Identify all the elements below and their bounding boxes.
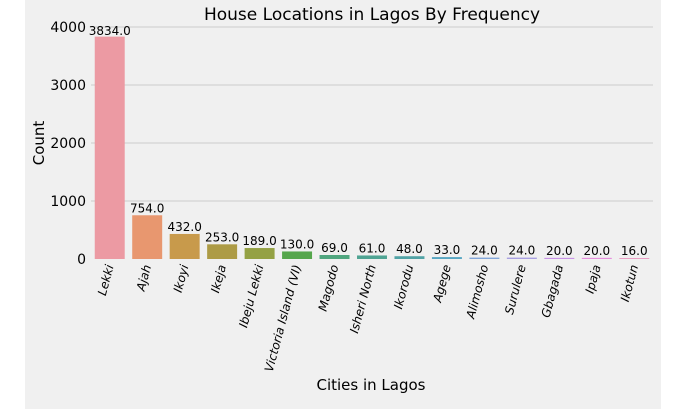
bar-agege [431, 257, 462, 259]
x-tick-label: Gbagada [539, 263, 567, 319]
x-tick-label: Ibeju Lekki [236, 263, 266, 330]
bars [94, 36, 650, 260]
bar-data-label: 24.0 [471, 244, 498, 258]
y-axis-label: Count [30, 121, 48, 166]
x-tick-label: Agege [430, 263, 454, 305]
y-tick-label: 3000 [50, 78, 86, 94]
bar-ikeja [207, 244, 238, 259]
bar-lekki [94, 36, 125, 260]
bar-data-label: 432.0 [167, 220, 201, 234]
y-axis-ticks: 0 1000 2000 3000 4000 [50, 20, 86, 268]
bar-magodo [319, 254, 350, 259]
x-tick-label: Ikotun [618, 263, 641, 303]
x-tick-label: Lekki [95, 263, 117, 298]
bar-ikoyi [169, 233, 200, 259]
bar-gbagada [544, 257, 575, 259]
x-tick-label: Ikeja [208, 263, 229, 294]
bar-chart: House Locations in Lagos By Frequency Co… [30, 5, 653, 394]
y-tick-label: 2000 [50, 136, 86, 152]
bar-data-label: 61.0 [359, 241, 386, 255]
chart-panel: House Locations in Lagos By Frequency Co… [25, 0, 661, 409]
y-tick-label: 1000 [50, 194, 86, 210]
bar-data-label: 24.0 [509, 244, 536, 258]
x-tick-label: Ipaja [583, 263, 604, 295]
y-tick-label: 4000 [50, 20, 86, 36]
y-tick-label: 0 [77, 252, 86, 268]
x-tick-label: Magodo [316, 263, 342, 313]
bar-isheri-north [357, 255, 387, 259]
bar-data-label: 3834.0 [89, 24, 131, 38]
bar-data-label: 253.0 [205, 230, 239, 244]
bar-data-label: 33.0 [434, 243, 461, 257]
bar-data-label: 189.0 [242, 234, 276, 248]
bar-alimosho [469, 257, 500, 259]
bar-ibeju-lekki [244, 248, 275, 259]
x-tick-label: Victoria Island (VI) [262, 263, 304, 373]
bar-data-label: 20.0 [583, 244, 610, 258]
bar-data-label: 130.0 [280, 237, 314, 251]
chart-title: House Locations in Lagos By Frequency [204, 5, 540, 25]
bar-data-label: 69.0 [321, 241, 348, 255]
x-tick-label: Ikoyi [171, 263, 192, 295]
bar-data-label: 20.0 [546, 244, 573, 258]
bar-ikorodu [394, 256, 425, 259]
bar-data-label: 16.0 [621, 244, 648, 258]
bar-data-label: 754.0 [130, 201, 164, 215]
bar-surulere [506, 257, 537, 259]
bar-ajah [132, 215, 163, 259]
bar-data-label: 48.0 [396, 242, 423, 256]
grid-lines [91, 26, 653, 202]
x-tick-label: Alimosho [463, 263, 491, 321]
bar-ipaja [581, 257, 612, 259]
x-tick-label: Ajah [133, 263, 154, 293]
x-tick-label: Ikorodu [391, 263, 416, 311]
bar-victoria-island-vi- [282, 251, 313, 259]
x-tick-label: Isheri North [347, 263, 379, 335]
bar-ikotun [619, 258, 650, 259]
x-tick-label: Surulere [502, 263, 529, 316]
x-axis-label: Cities in Lagos [316, 376, 425, 394]
